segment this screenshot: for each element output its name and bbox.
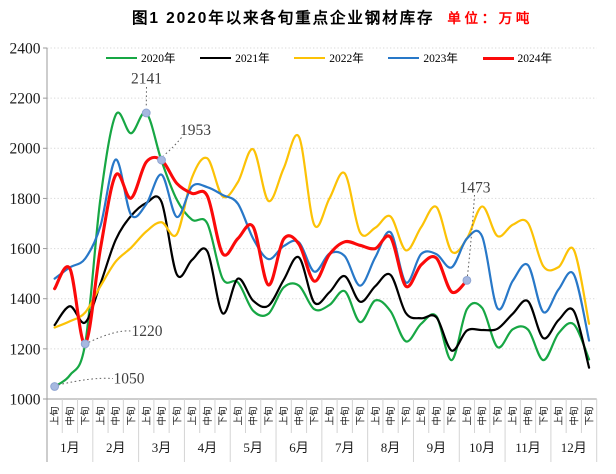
x-period-label: 上旬 [141, 406, 153, 425]
x-month-label: 5月 [243, 440, 263, 455]
plot-line-2023 [53, 158, 591, 342]
legend-item-2022: 2022年 [294, 50, 364, 66]
x-month-label: 7月 [335, 440, 355, 455]
x-period-label: 上旬 [95, 406, 107, 425]
x-month-label: 6月 [289, 440, 309, 455]
chart-legend: 2020年 2021年 2022年 2023年 2024年 [106, 50, 552, 66]
annotation-leader-1050 [58, 377, 114, 386]
legend-label: 2023年 [423, 53, 458, 65]
legend-item-2023: 2023年 [388, 50, 458, 66]
x-month-label: 10月 [469, 440, 495, 455]
plot-line-2022 [53, 133, 591, 329]
legend-item-2020: 2020年 [106, 50, 176, 66]
x-period-label: 上旬 [416, 406, 428, 425]
x-period-label: 下旬 [355, 406, 367, 425]
x-period-label: 中旬 [202, 406, 214, 425]
x-period-label: 下旬 [492, 406, 504, 425]
x-month-label: 8月 [381, 440, 401, 455]
x-period-label: 下旬 [125, 406, 137, 425]
x-period-label: 中旬 [477, 406, 489, 425]
legend-item-2021: 2021年 [200, 50, 270, 66]
y-tick-label-2400: 2400 [10, 40, 41, 57]
annotation-label-1220: 1220 [132, 323, 163, 340]
x-period-label: 上旬 [187, 406, 199, 425]
annotation-marker-1473 [462, 276, 472, 285]
x-period-label: 中旬 [568, 406, 580, 425]
y-tick-label-1200: 1200 [10, 341, 41, 358]
plot-line-2024 [53, 155, 469, 346]
x-period-label: 下旬 [584, 406, 596, 425]
x-month-label: 2月 [106, 440, 126, 455]
x-period-label: 下旬 [263, 406, 275, 425]
unit-label: 单位：万吨 [447, 11, 533, 26]
annotation-leader-1220 [88, 330, 132, 343]
legend-label: 2024年 [517, 53, 553, 65]
annotation-marker-1050 [50, 382, 60, 391]
y-tick-label-1400: 1400 [10, 291, 41, 308]
annotation-label-2141: 2141 [131, 70, 162, 87]
x-period-label: 中旬 [385, 406, 397, 425]
x-period-label: 中旬 [64, 406, 76, 425]
x-period-label: 中旬 [522, 406, 534, 425]
legend-swatch [482, 56, 514, 60]
y-tick-label-1600: 1600 [10, 241, 41, 258]
x-period-label: 上旬 [232, 406, 244, 425]
x-period-label: 上旬 [278, 406, 290, 425]
x-period-label: 下旬 [171, 406, 183, 425]
legend-swatch [106, 57, 137, 59]
x-period-label: 上旬 [370, 406, 382, 425]
x-period-label: 中旬 [339, 406, 351, 425]
x-period-label: 上旬 [49, 406, 61, 425]
annotation-marker-1220 [80, 339, 90, 349]
x-month-label: 4月 [198, 440, 218, 455]
x-period-label: 上旬 [461, 406, 473, 425]
annotation-leader-1953 [163, 137, 182, 156]
x-month-label: 1月 [60, 440, 80, 455]
legend-item-2024: 2024年 [482, 50, 553, 66]
annotation-label-1473: 1473 [460, 179, 491, 196]
annotation-marker-2141 [141, 108, 151, 118]
y-tick-label-1800: 1800 [10, 191, 41, 208]
plot-line-2020 [53, 111, 591, 388]
x-period-label: 上旬 [553, 406, 565, 425]
y-tick-label-2000: 2000 [10, 141, 41, 158]
annotation-label-1050: 1050 [114, 370, 145, 387]
x-period-label: 上旬 [324, 406, 336, 425]
legend-swatch [294, 57, 326, 59]
x-period-label: 下旬 [400, 406, 412, 425]
legend-swatch [388, 57, 420, 59]
x-period-label: 中旬 [248, 406, 260, 425]
annotation-marker-1953 [157, 155, 166, 165]
chart-title: 图1 2020年以来各旬重点企业钢材库存 [132, 10, 435, 27]
x-period-label: 下旬 [217, 406, 229, 425]
x-month-label: 12月 [561, 440, 587, 455]
x-period-label: 下旬 [80, 406, 92, 425]
chart-header: 图1 2020年以来各旬重点企业钢材库存 单位：万吨 [132, 6, 612, 28]
legend-label: 2021年 [235, 53, 270, 65]
legend-swatch [200, 57, 232, 59]
x-period-label: 下旬 [446, 406, 458, 425]
x-period-label: 中旬 [293, 406, 305, 425]
x-month-label: 3月 [152, 440, 172, 455]
x-period-label: 下旬 [309, 406, 321, 425]
x-period-label: 中旬 [156, 406, 168, 425]
legend-label: 2022年 [329, 53, 364, 65]
y-tick-label-2200: 2200 [10, 91, 41, 108]
annotation-label-1953: 1953 [180, 122, 211, 139]
x-period-label: 中旬 [110, 406, 122, 425]
y-tick-label-1000: 1000 [10, 391, 41, 408]
x-month-label: 9月 [427, 440, 447, 455]
x-period-label: 上旬 [507, 406, 519, 425]
x-month-label: 11月 [515, 440, 541, 455]
x-period-label: 下旬 [538, 406, 550, 425]
x-period-label: 中旬 [431, 406, 443, 425]
plot-line-2021 [53, 195, 591, 369]
legend-label: 2020年 [141, 53, 176, 65]
